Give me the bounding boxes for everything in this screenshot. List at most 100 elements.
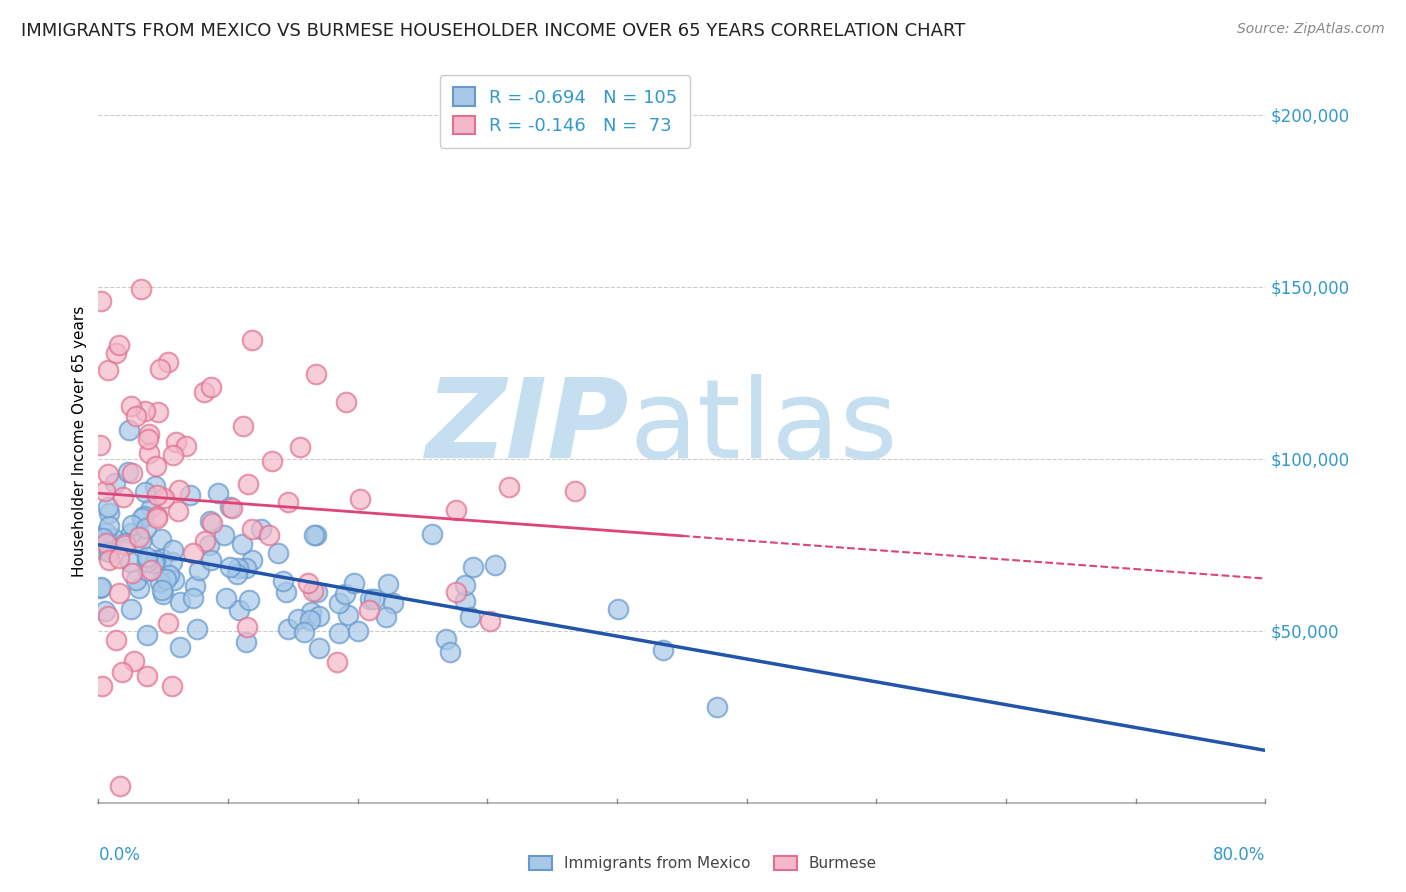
Point — [169, 640, 191, 655]
Point — [135, 549, 157, 564]
Point — [564, 483, 586, 498]
Point — [236, 620, 259, 634]
Point — [181, 591, 204, 606]
Point — [135, 521, 157, 535]
Point — [374, 610, 396, 624]
Point — [363, 591, 385, 606]
Point — [121, 518, 143, 533]
Point — [145, 459, 167, 474]
Point — [446, 585, 468, 599]
Point — [335, 394, 357, 409]
Point — [328, 626, 350, 640]
Point — [221, 501, 243, 516]
Point — [157, 616, 180, 631]
Point — [326, 655, 349, 669]
Point — [706, 699, 728, 714]
Point — [347, 624, 370, 639]
Point — [94, 526, 117, 541]
Point — [146, 511, 169, 525]
Point — [117, 465, 139, 479]
Point — [277, 495, 299, 509]
Point — [143, 553, 166, 567]
Point — [436, 632, 458, 646]
Point — [343, 576, 366, 591]
Point — [150, 583, 173, 598]
Point — [259, 527, 281, 541]
Point — [90, 540, 112, 554]
Point — [240, 522, 263, 536]
Point — [138, 427, 160, 442]
Point — [186, 622, 208, 636]
Point — [136, 669, 159, 683]
Point — [98, 553, 121, 567]
Point — [336, 608, 359, 623]
Point — [260, 454, 283, 468]
Point — [136, 555, 159, 569]
Point — [181, 546, 204, 560]
Point — [238, 593, 260, 607]
Point — [90, 580, 112, 594]
Legend: R = -0.694   N = 105, R = -0.146   N =  73: R = -0.694 N = 105, R = -0.146 N = 73 — [440, 75, 690, 148]
Point — [267, 546, 290, 560]
Point — [136, 628, 159, 642]
Point — [148, 405, 170, 419]
Point — [287, 612, 309, 626]
Point — [179, 488, 201, 502]
Point — [444, 503, 467, 517]
Point — [458, 610, 481, 624]
Point — [89, 582, 111, 596]
Point — [381, 596, 404, 610]
Point — [274, 585, 297, 599]
Point — [299, 605, 322, 619]
Text: Source: ZipAtlas.com: Source: ZipAtlas.com — [1237, 22, 1385, 37]
Point — [152, 491, 174, 505]
Point — [121, 466, 143, 480]
Point — [152, 587, 174, 601]
Point — [200, 379, 222, 393]
Point — [198, 538, 221, 552]
Point — [333, 587, 356, 601]
Point — [134, 484, 156, 499]
Point — [131, 511, 153, 525]
Point — [215, 591, 238, 605]
Point — [454, 594, 477, 608]
Point — [212, 527, 235, 541]
Point — [302, 528, 325, 542]
Point — [453, 577, 475, 591]
Point — [94, 483, 117, 498]
Point — [292, 625, 315, 640]
Point — [145, 509, 167, 524]
Point — [240, 552, 263, 566]
Point — [250, 522, 273, 536]
Point — [128, 528, 150, 542]
Point — [301, 583, 323, 598]
Point — [118, 555, 141, 569]
Point — [122, 654, 145, 668]
Point — [97, 363, 120, 377]
Point — [149, 362, 172, 376]
Point — [97, 545, 120, 559]
Point — [165, 434, 187, 449]
Point — [235, 561, 257, 575]
Point — [187, 563, 209, 577]
Point — [328, 596, 350, 610]
Point — [124, 573, 146, 587]
Point — [159, 568, 181, 582]
Point — [308, 608, 330, 623]
Point — [111, 490, 134, 504]
Point — [174, 439, 197, 453]
Point — [108, 551, 131, 566]
Point — [91, 679, 114, 693]
Point — [138, 446, 160, 460]
Point — [139, 500, 162, 515]
Point — [121, 601, 143, 615]
Point — [105, 633, 128, 648]
Text: atlas: atlas — [630, 374, 898, 481]
Point — [238, 477, 260, 491]
Point — [297, 576, 319, 591]
Point — [93, 604, 115, 618]
Point — [307, 585, 329, 599]
Point — [219, 559, 242, 574]
Legend: Immigrants from Mexico, Burmese: Immigrants from Mexico, Burmese — [523, 850, 883, 877]
Point — [232, 419, 254, 434]
